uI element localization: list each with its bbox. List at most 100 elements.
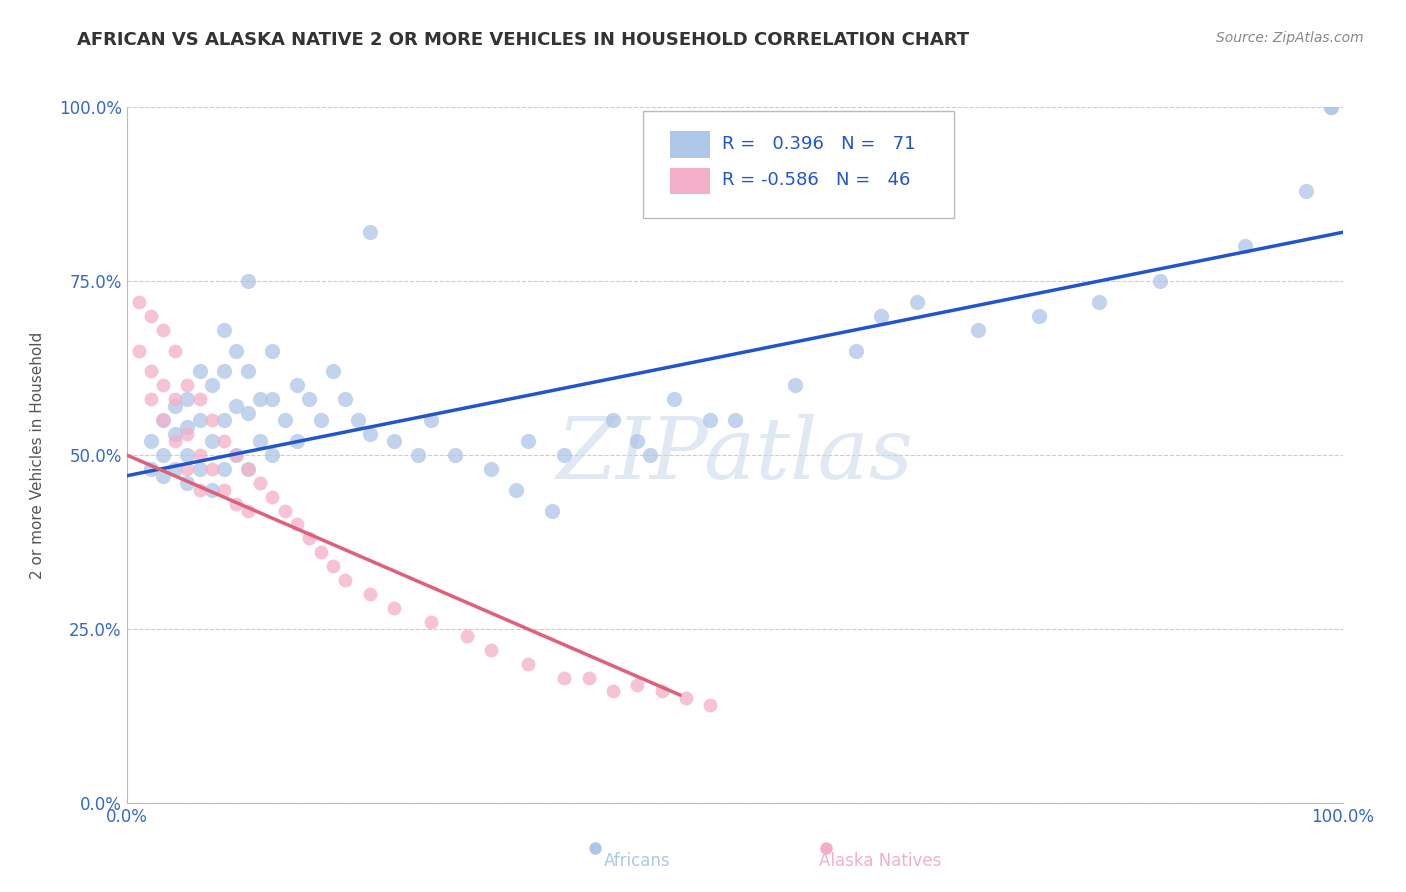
Point	[236, 364, 259, 378]
Point	[273, 413, 295, 427]
Point	[262, 448, 284, 462]
Point	[262, 490, 284, 504]
Point	[236, 406, 259, 420]
Point	[236, 503, 259, 517]
Point	[444, 448, 467, 462]
Bar	[671, 131, 710, 158]
Point	[516, 657, 538, 671]
Point	[262, 343, 284, 358]
Point	[139, 392, 162, 407]
Point	[249, 434, 271, 448]
Point	[456, 629, 478, 643]
Point	[212, 323, 235, 337]
Point	[651, 684, 673, 698]
Point	[298, 532, 321, 546]
Point	[176, 378, 198, 392]
Point	[139, 434, 162, 448]
Text: Alaska Natives: Alaska Natives	[820, 852, 942, 870]
Point	[212, 413, 235, 427]
Point	[699, 413, 721, 427]
Point	[165, 399, 187, 413]
Point	[285, 517, 308, 532]
Point	[1319, 100, 1341, 114]
Point	[201, 413, 224, 427]
Point	[236, 462, 259, 476]
Point	[225, 497, 247, 511]
Point	[1149, 274, 1171, 288]
Point	[152, 378, 174, 392]
Point	[249, 392, 271, 407]
Point	[262, 392, 284, 407]
Point	[285, 434, 308, 448]
Text: R = -0.586   N =   46: R = -0.586 N = 46	[723, 171, 911, 189]
Bar	[671, 168, 710, 194]
Point	[1028, 309, 1050, 323]
Point	[225, 448, 247, 462]
Point	[201, 483, 224, 497]
Point	[298, 392, 321, 407]
Point	[201, 378, 224, 392]
Point	[335, 573, 357, 587]
Point	[188, 448, 211, 462]
Point	[225, 343, 247, 358]
Point	[152, 413, 174, 427]
Point	[675, 691, 697, 706]
Point	[212, 364, 235, 378]
Point	[309, 413, 332, 427]
Point	[176, 462, 198, 476]
Point	[225, 399, 247, 413]
Point	[602, 684, 624, 698]
Point	[152, 323, 174, 337]
Point	[967, 323, 990, 337]
Point	[419, 615, 441, 629]
Point	[225, 448, 247, 462]
Point	[662, 392, 685, 407]
Point	[249, 475, 271, 490]
Text: Source: ZipAtlas.com: Source: ZipAtlas.com	[1216, 31, 1364, 45]
Point	[1088, 294, 1111, 309]
Point	[176, 448, 198, 462]
Point	[1295, 184, 1317, 198]
Point	[212, 434, 235, 448]
Point	[626, 434, 648, 448]
Point	[541, 503, 564, 517]
Point	[139, 364, 162, 378]
Point	[236, 274, 259, 288]
Point	[212, 483, 235, 497]
Point	[212, 462, 235, 476]
Point	[285, 378, 308, 392]
Point	[176, 475, 198, 490]
Point	[165, 392, 187, 407]
Point	[516, 434, 538, 448]
Y-axis label: 2 or more Vehicles in Household: 2 or more Vehicles in Household	[30, 331, 45, 579]
Point	[723, 413, 745, 427]
Point	[152, 413, 174, 427]
Point	[359, 225, 381, 239]
Point	[236, 462, 259, 476]
Point	[382, 434, 405, 448]
Point	[128, 343, 150, 358]
Point	[201, 462, 224, 476]
Point	[165, 462, 187, 476]
Point	[188, 462, 211, 476]
Point	[382, 601, 405, 615]
Point	[419, 413, 441, 427]
Point	[139, 462, 162, 476]
Point	[322, 364, 344, 378]
Point	[638, 448, 661, 462]
Point	[481, 642, 503, 657]
Point	[188, 483, 211, 497]
Point	[481, 462, 503, 476]
Point	[188, 392, 211, 407]
Point	[359, 587, 381, 601]
Point	[176, 420, 198, 434]
Point	[188, 413, 211, 427]
Point	[505, 483, 527, 497]
FancyBboxPatch shape	[644, 111, 953, 219]
Point	[553, 671, 575, 685]
Point	[139, 309, 162, 323]
Point	[785, 378, 807, 392]
Text: Africans: Africans	[605, 852, 671, 870]
Point	[309, 545, 332, 559]
Text: R =   0.396   N =   71: R = 0.396 N = 71	[723, 135, 915, 153]
